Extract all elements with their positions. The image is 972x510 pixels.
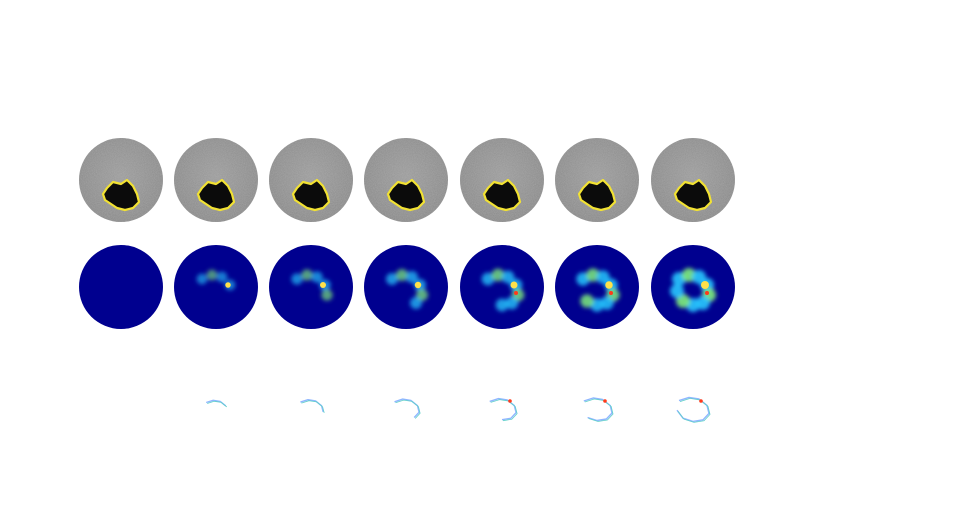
- contour-line-outer: [676, 396, 710, 423]
- activation-blob: [321, 289, 333, 301]
- grayscale-slice: [364, 138, 448, 222]
- contour-plot: [394, 398, 421, 419]
- lesion-outline: [386, 178, 426, 212]
- activation-blob: [491, 268, 505, 282]
- activation-blob: [580, 294, 594, 308]
- activation-blob: [481, 272, 495, 286]
- activation-peak: [320, 282, 326, 288]
- activation-peak: [225, 282, 231, 288]
- contour-line-inner: [207, 400, 228, 408]
- contour-line-inner: [490, 399, 518, 422]
- grayscale-slice: [555, 138, 639, 222]
- lesion-outline: [482, 178, 522, 212]
- heatmap-slice: [460, 245, 544, 329]
- contour-line-inner: [677, 397, 711, 423]
- activation-blob: [495, 298, 509, 312]
- activation-blob: [291, 273, 303, 285]
- heatmap-row: [79, 245, 735, 329]
- activation-peak: [414, 281, 422, 289]
- contour-plot: [205, 399, 228, 408]
- contour-line-inner: [584, 398, 614, 422]
- lesion-outline: [291, 178, 331, 212]
- activation-hotspot: [514, 291, 518, 295]
- activation-blob: [501, 270, 515, 284]
- lesion-outline: [196, 178, 236, 212]
- activation-blob: [396, 269, 408, 281]
- heatmap-disc: [79, 245, 163, 329]
- activation-blob: [406, 271, 418, 283]
- grayscale-slice: [79, 138, 163, 222]
- grayscale-slice: [651, 138, 735, 222]
- activation-peak: [510, 281, 518, 289]
- activation-blob: [311, 271, 323, 283]
- contour-plot: [489, 397, 518, 422]
- contour-line-inner: [301, 400, 325, 414]
- activation-peak: [605, 281, 613, 289]
- contour-plot: [676, 396, 711, 423]
- heatmap-slice: [555, 245, 639, 329]
- activation-blob: [206, 269, 218, 281]
- heatmap-disc: [364, 245, 448, 329]
- lesion-outline: [101, 178, 141, 212]
- contour-line-outer: [583, 397, 613, 422]
- grayscale-slice: [269, 138, 353, 222]
- activation-ring: [670, 268, 716, 312]
- activation-blob: [505, 296, 519, 310]
- heatmap-disc: [460, 245, 544, 329]
- heatmap-slice: [269, 245, 353, 329]
- heatmap-slice: [79, 245, 163, 329]
- activation-blob: [670, 284, 684, 298]
- contour-line-inner: [395, 399, 421, 419]
- activation-peak: [701, 281, 709, 289]
- activation-blob: [600, 296, 614, 310]
- heatmap-disc: [174, 245, 258, 329]
- grayscale-slice: [174, 138, 258, 222]
- heatmap-slice: [364, 245, 448, 329]
- heatmap-disc: [651, 245, 735, 329]
- grayscale-slice: [460, 138, 544, 222]
- contour-plot: [300, 399, 325, 414]
- contour-row: [205, 396, 711, 423]
- contour-plot: [583, 397, 614, 422]
- activation-hotspot: [705, 291, 709, 295]
- activation-blob: [410, 297, 422, 309]
- activation-blob: [386, 273, 398, 285]
- contour-line-outer: [300, 399, 324, 413]
- activation-blob: [590, 298, 604, 312]
- activation-blob: [196, 273, 208, 285]
- activation-blob: [576, 272, 590, 286]
- activation-blob: [216, 271, 228, 283]
- contour-peak: [699, 399, 703, 403]
- lesion-outline: [577, 178, 617, 212]
- grayscale-row: [79, 138, 735, 222]
- heatmap-slice: [651, 245, 735, 329]
- contour-peak: [603, 399, 607, 403]
- activation-hotspot: [609, 291, 613, 295]
- heatmap-disc: [269, 245, 353, 329]
- lesion-outline: [673, 178, 713, 212]
- activation-blob: [301, 269, 313, 281]
- heatmap-slice: [174, 245, 258, 329]
- heatmap-disc: [555, 245, 639, 329]
- activation-blob: [586, 268, 600, 282]
- contour-peak: [508, 399, 512, 403]
